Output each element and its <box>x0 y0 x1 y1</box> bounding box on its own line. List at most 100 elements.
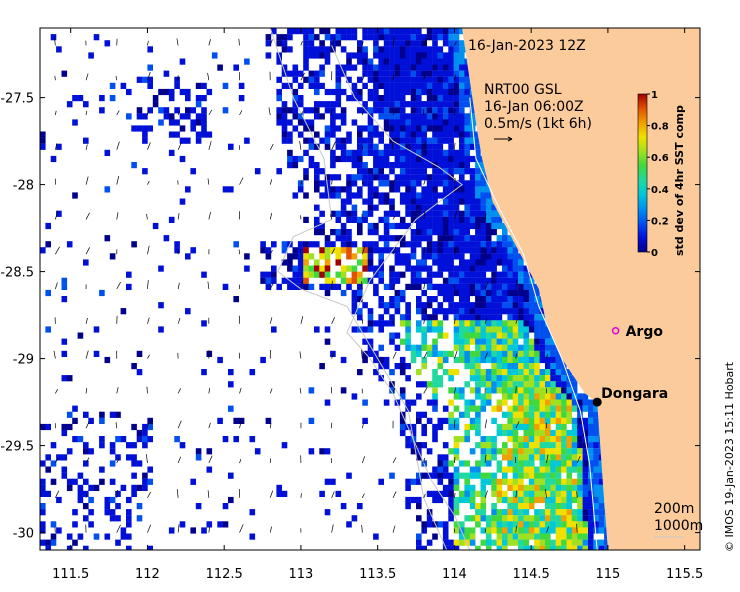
sst-cell <box>40 460 46 467</box>
sst-cell <box>416 131 422 138</box>
sst-cell <box>303 216 309 223</box>
sst-cell <box>201 95 207 102</box>
sst-cell <box>399 58 406 65</box>
sst-cell <box>432 58 438 65</box>
sst-cell <box>362 70 368 77</box>
sst-cell <box>442 52 449 59</box>
sst-cell <box>426 137 433 144</box>
sst-cell <box>426 198 433 205</box>
sst-cell <box>550 344 556 351</box>
sst-cell <box>399 95 406 102</box>
sst-cell <box>469 210 476 217</box>
sst-cell <box>480 484 487 491</box>
sst-cell <box>383 283 390 290</box>
sst-cell <box>512 503 519 510</box>
sst-cell <box>475 460 481 467</box>
sst-cell <box>459 174 465 181</box>
sst-cell <box>523 411 530 418</box>
current-vector <box>454 492 456 498</box>
sst-cell <box>545 363 551 370</box>
sst-cell <box>469 490 476 497</box>
sst-cell <box>405 119 411 126</box>
sst-cell <box>426 101 433 108</box>
sst-cell <box>335 253 342 260</box>
sst-cell <box>480 478 487 485</box>
sst-cell <box>362 198 368 205</box>
current-vector <box>392 351 397 359</box>
sst-cell <box>206 350 213 357</box>
sst-cell <box>453 344 460 351</box>
sst-cell <box>502 356 508 364</box>
sst-cell <box>528 411 535 418</box>
sst-cell <box>330 283 336 290</box>
sst-cell <box>475 198 481 205</box>
sst-cell <box>131 125 137 132</box>
sst-cell <box>534 350 540 357</box>
sst-cell <box>416 34 422 41</box>
x-tick-label: 113 <box>289 567 314 582</box>
sst-cell <box>480 192 487 199</box>
sst-cell <box>367 186 374 193</box>
sst-cell <box>426 204 433 211</box>
sst-cell <box>577 399 583 406</box>
sst-cell <box>485 375 492 382</box>
sst-cell <box>383 356 390 364</box>
sst-cell <box>340 46 347 53</box>
sst-cell <box>448 198 454 205</box>
sst-cell <box>426 320 433 327</box>
sst-cell <box>335 113 342 120</box>
current-vector <box>177 317 181 324</box>
sst-cell <box>448 107 454 114</box>
colorbar-tick-label: 0.2 <box>651 216 669 227</box>
sst-cell <box>539 448 546 455</box>
depth-label-200m: 200m <box>654 501 694 517</box>
sst-cell <box>410 162 417 169</box>
sst-cell <box>357 192 363 199</box>
sst-cell <box>421 198 427 205</box>
sst-cell <box>561 478 567 485</box>
sst-cell <box>297 113 304 120</box>
sst-cell <box>448 143 454 150</box>
sst-cell <box>416 82 422 89</box>
sst-cell <box>502 308 508 315</box>
sst-cell <box>373 222 379 230</box>
sst-cell <box>217 521 223 528</box>
sst-cell <box>168 113 175 120</box>
sst-cell <box>437 101 444 108</box>
sst-cell <box>61 454 68 461</box>
current-vector <box>115 422 118 429</box>
sst-cell <box>561 454 567 461</box>
sst-cell <box>437 180 444 187</box>
sst-cell <box>416 271 422 278</box>
sst-cell <box>442 277 449 284</box>
sst-cell <box>357 503 363 510</box>
sst-cell <box>432 40 438 47</box>
sst-cell <box>442 356 449 364</box>
sst-cell <box>534 448 540 455</box>
sst-cell <box>217 64 223 71</box>
sst-cell <box>351 265 358 272</box>
sst-cell <box>72 192 78 199</box>
sst-cell <box>378 253 384 260</box>
sst-cell <box>593 478 599 485</box>
sst-cell <box>351 95 358 102</box>
sst-cell <box>523 381 530 388</box>
sst-cell <box>475 289 481 297</box>
sst-cell <box>545 484 551 491</box>
sst-cell <box>399 259 406 266</box>
sst-cell <box>228 381 234 388</box>
sst-cell <box>410 28 417 35</box>
sst-cell <box>512 332 519 339</box>
sst-cell <box>437 363 444 370</box>
sst-cell <box>502 241 508 248</box>
sst-cell <box>491 344 497 351</box>
sst-cell <box>475 283 481 290</box>
sst-cell <box>512 484 519 491</box>
sst-cell <box>571 423 578 431</box>
sst-cell <box>528 344 535 351</box>
sst-cell <box>297 259 304 266</box>
sst-cell <box>571 490 578 497</box>
sst-cell <box>335 64 342 71</box>
sst-cell <box>292 76 299 83</box>
sst-cell <box>421 429 427 437</box>
